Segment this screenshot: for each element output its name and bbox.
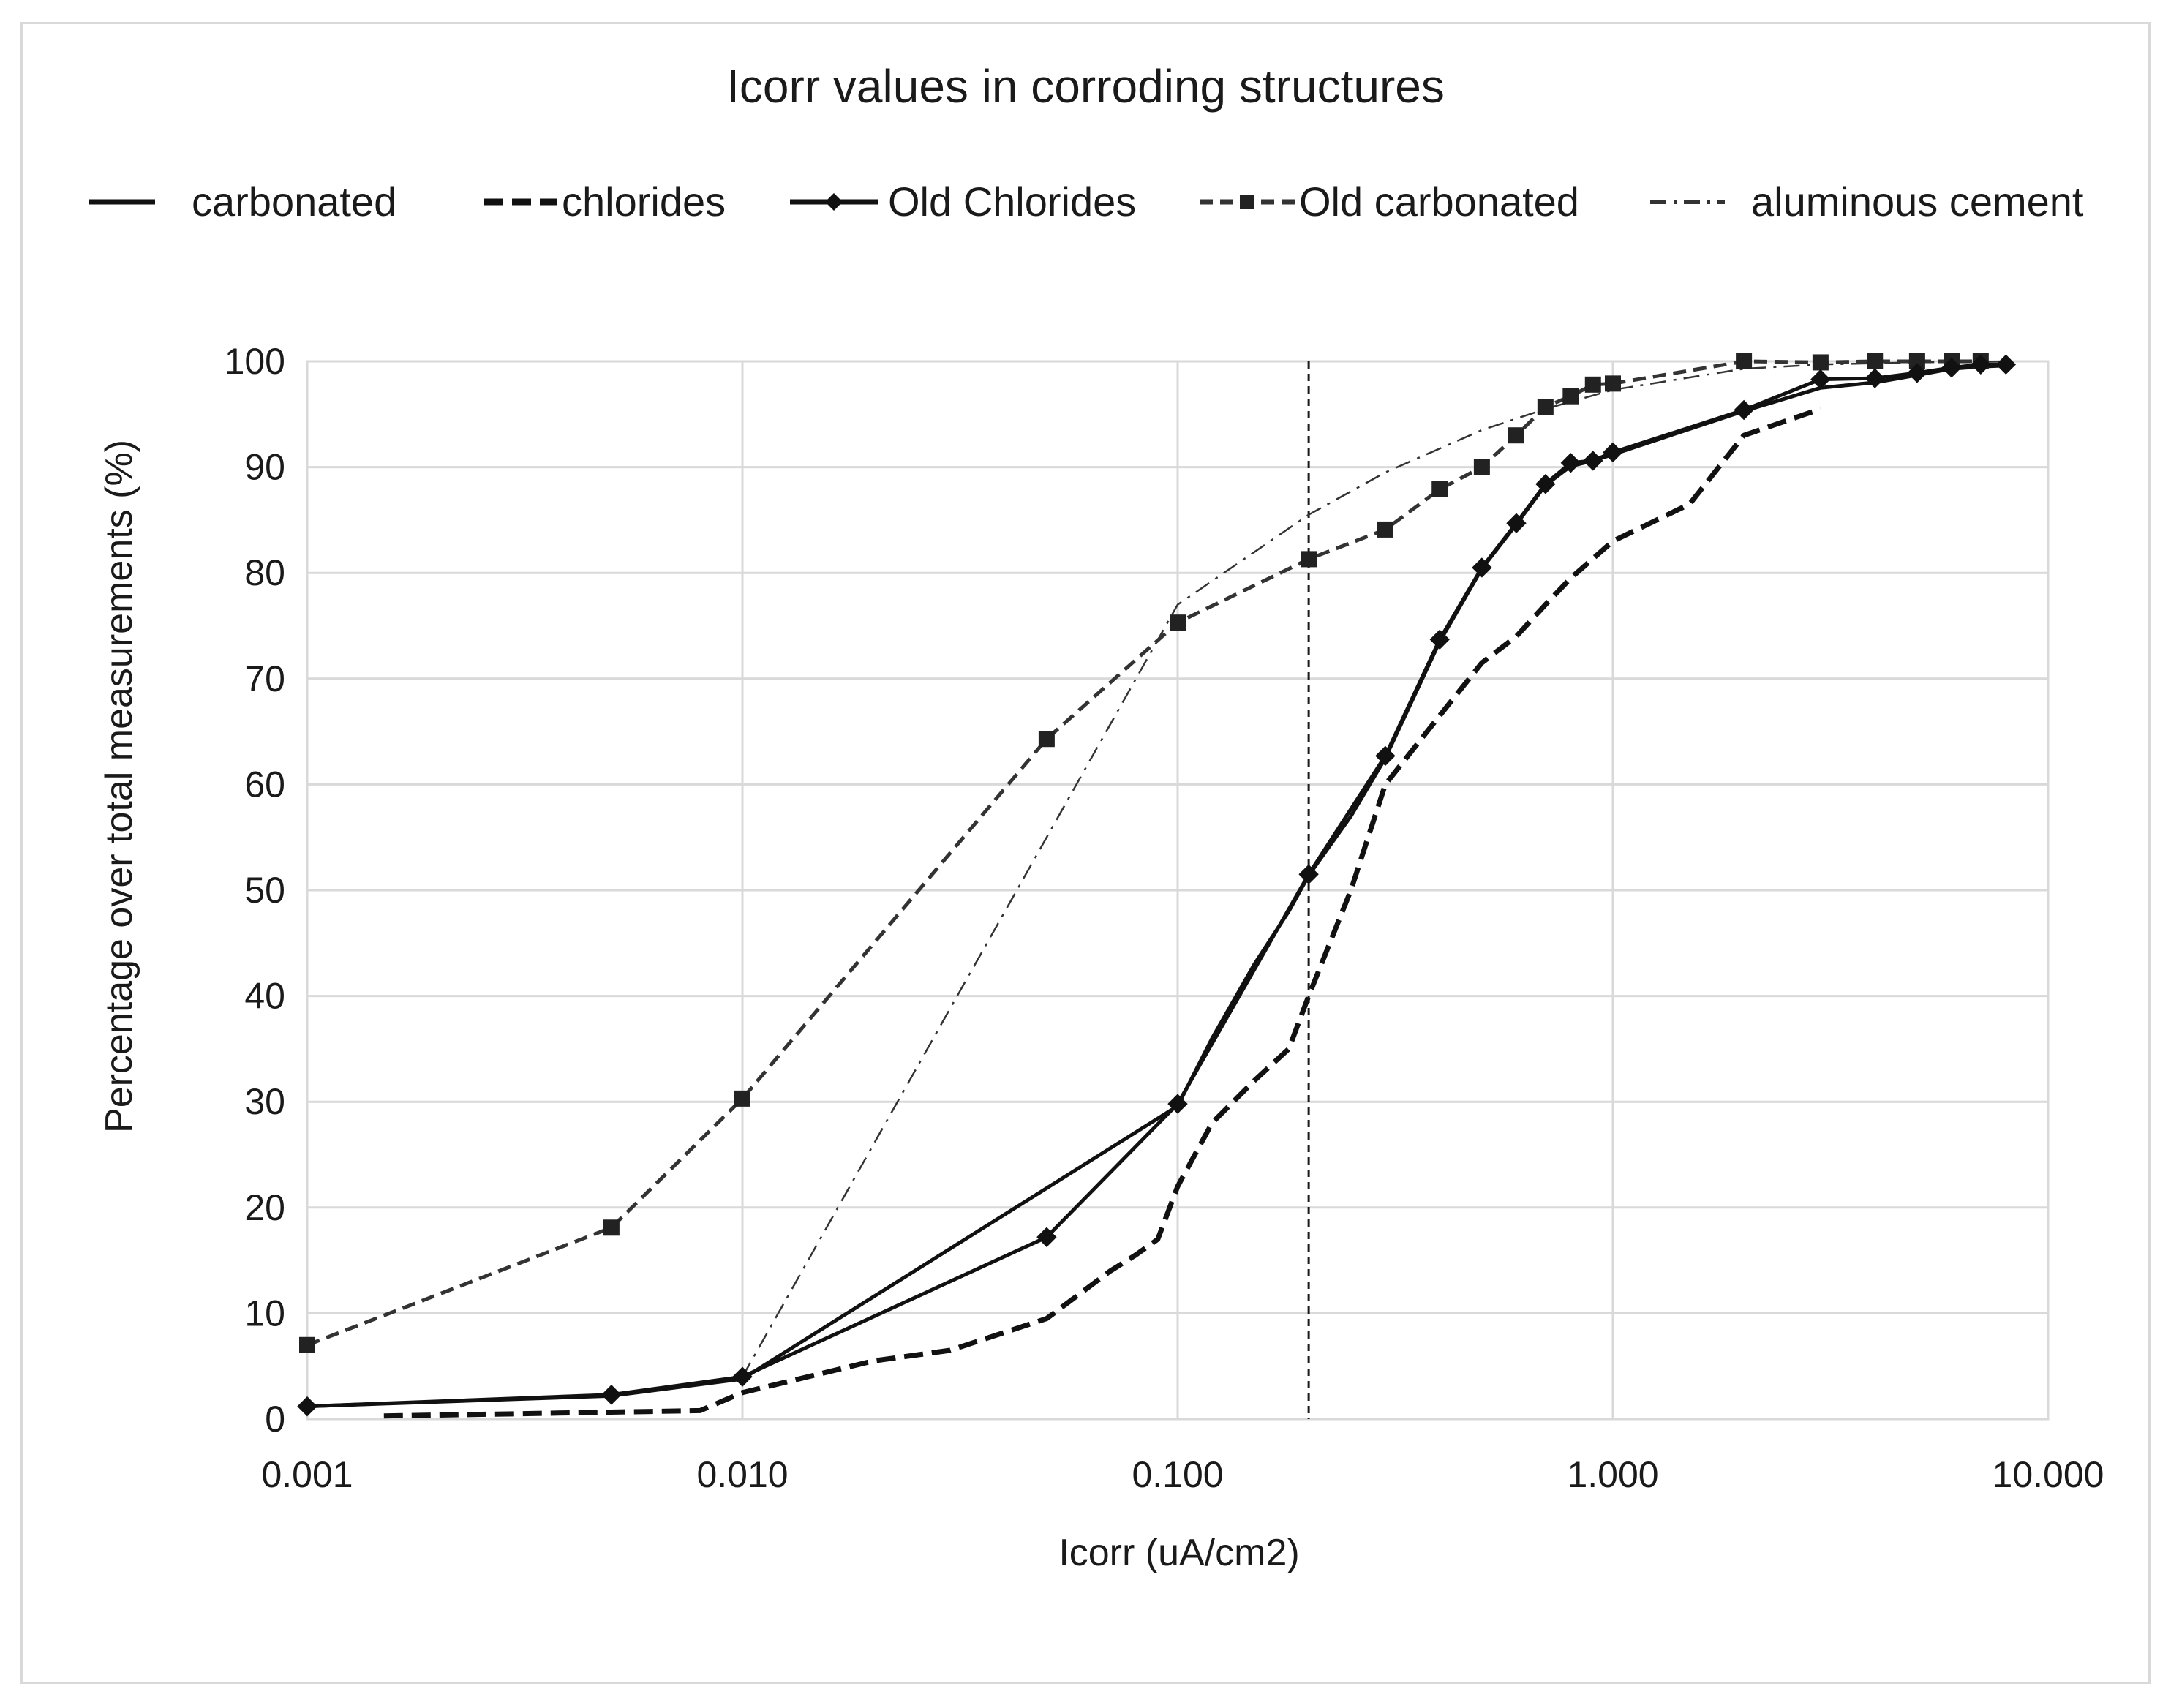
data-point-old-chlorides <box>1036 1227 1057 1247</box>
data-point-old-chlorides <box>1810 369 1831 390</box>
data-point-old-carbonated <box>1377 521 1393 538</box>
legend-item-old-chlorides: Old Chlorides <box>790 178 1136 225</box>
data-point-old-chlorides <box>1734 399 1754 421</box>
data-point-old-carbonated <box>734 1090 750 1107</box>
legend-marker-old-chlorides <box>825 193 843 211</box>
series-line-old-carbonated <box>306 359 1981 1347</box>
chart-title: Icorr values in corroding structures <box>726 60 1445 113</box>
data-point-old-chlorides <box>297 1396 317 1417</box>
series-aluminous-cement <box>741 360 2006 1377</box>
data-point-old-carbonated <box>1301 551 1317 568</box>
data-point-old-chlorides <box>1971 354 1991 375</box>
y-axis-label: Percentage over total measurements (%) <box>98 440 140 1133</box>
data-point-old-chlorides <box>1298 864 1319 885</box>
y-tick-label: 60 <box>244 764 285 805</box>
data-point-old-chlorides <box>1995 354 2017 375</box>
data-point-old-carbonated <box>1537 399 1554 415</box>
legend-label-aluminous-cement: aluminous cement <box>1751 178 2084 225</box>
data-point-old-chlorides <box>601 1385 622 1405</box>
chart-frame <box>20 22 2151 1684</box>
data-point-old-carbonated <box>603 1219 620 1236</box>
x-axis-label: Icorr (uA/cm2) <box>1058 1532 1299 1574</box>
y-tick-label: 90 <box>244 447 285 488</box>
legend-label-old-chlorides: Old Chlorides <box>888 178 1136 225</box>
data-point-old-chlorides <box>1941 357 1962 378</box>
data-point-old-chlorides <box>1472 557 1492 578</box>
legend-item-carbonated: carbonated <box>89 178 396 225</box>
data-point-old-carbonated <box>1038 731 1055 748</box>
data-point-old-chlorides <box>1375 745 1396 767</box>
legend-item-chlorides: chlorides <box>484 178 726 225</box>
data-point-old-carbonated <box>1562 388 1579 405</box>
legend: carbonated chlorides Old Chlorides Old carb… <box>89 178 2084 225</box>
y-tick-label: 10 <box>244 1293 285 1333</box>
y-tick-label: 20 <box>244 1187 285 1228</box>
series-layer <box>297 353 2017 1419</box>
y-tick-label: 70 <box>244 658 285 699</box>
data-point-old-chlorides <box>1603 442 1623 463</box>
series-chlorides <box>383 406 1822 1419</box>
legend-marker-old-carbonated <box>1240 195 1254 209</box>
data-point-old-chlorides <box>1429 629 1450 650</box>
data-point-old-carbonated <box>299 1336 315 1353</box>
y-tick-label: 80 <box>244 552 285 593</box>
legend-label-carbonated: carbonated <box>192 178 396 225</box>
data-point-old-chlorides <box>1583 451 1603 471</box>
data-point-old-chlorides <box>1535 474 1556 494</box>
grid-layer <box>306 360 2050 1421</box>
data-point-old-carbonated <box>1867 353 1884 369</box>
series-line-old-chlorides <box>306 362 2006 1409</box>
tick-layer: 0 10 20 30 40 50 60 70 80 90 100 0.001 0.010 0.100 1.0… <box>225 341 2104 1495</box>
data-point-old-carbonated <box>1473 459 1490 475</box>
y-tick-label: 50 <box>244 870 285 911</box>
y-tick-label: 40 <box>244 976 285 1017</box>
legend-item-aluminous-cement: aluminous cement <box>1650 178 2084 225</box>
x-tick-label: 0.100 <box>1132 1454 1223 1495</box>
y-tick-label: 100 <box>225 341 285 382</box>
data-point-old-carbonated <box>1605 375 1621 392</box>
data-point-old-carbonated <box>1908 353 1925 369</box>
y-tick-label: 30 <box>244 1081 285 1122</box>
data-point-old-chlorides <box>1907 363 1927 383</box>
legend-label-old-carbonated: Old carbonated <box>1299 178 1579 225</box>
legend-item-old-carbonated: Old carbonated <box>1200 178 1579 225</box>
legend-label-chlorides: chlorides <box>562 178 726 225</box>
x-tick-label: 0.001 <box>261 1454 353 1495</box>
x-tick-label: 0.010 <box>696 1454 788 1495</box>
series-line-aluminous-cement <box>741 360 2006 1377</box>
data-point-old-carbonated <box>1584 376 1601 393</box>
plot-area-border <box>306 360 2050 1421</box>
data-point-old-carbonated <box>1170 614 1186 631</box>
data-point-old-chlorides <box>1560 453 1581 473</box>
data-point-old-chlorides <box>732 1366 753 1387</box>
x-tick-label: 1.000 <box>1567 1454 1658 1495</box>
data-point-old-carbonated <box>1431 481 1448 497</box>
data-point-old-chlorides <box>1506 513 1527 533</box>
y-tick-label: 0 <box>265 1399 285 1440</box>
data-point-old-carbonated <box>1508 427 1524 444</box>
data-point-old-carbonated <box>1812 354 1829 371</box>
series-old-carbonated <box>299 353 1989 1353</box>
series-carbonated <box>306 364 2006 1409</box>
series-line-carbonated <box>306 364 2006 1409</box>
data-point-old-chlorides <box>1865 368 1885 388</box>
data-point-old-chlorides <box>1167 1094 1188 1114</box>
series-old-chlorides <box>297 354 2017 1417</box>
series-line-chlorides <box>383 406 1822 1419</box>
data-point-old-carbonated <box>1736 353 1753 369</box>
x-tick-label: 10.000 <box>1993 1454 2104 1495</box>
